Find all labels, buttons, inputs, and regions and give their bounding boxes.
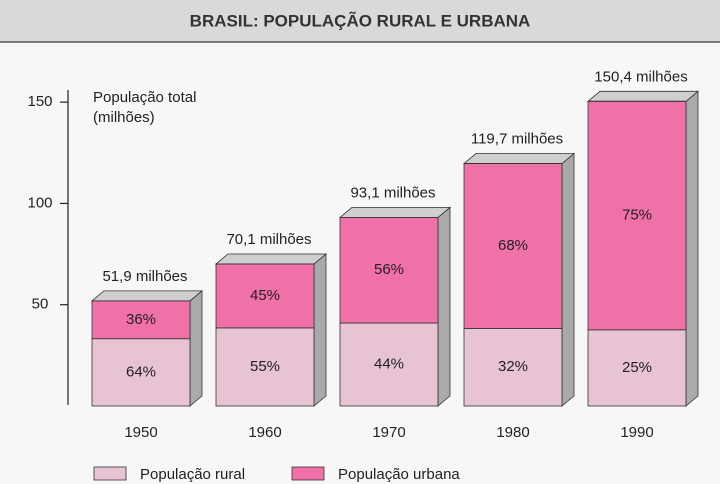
bar-top [214, 253, 328, 265]
segment-label: 68% [498, 237, 528, 254]
legend-label: População rural [140, 466, 245, 483]
segment-label: 55% [250, 358, 280, 375]
bar-top [462, 153, 576, 164]
total-label: 51,9 milhões [102, 268, 187, 285]
segment-label: 44% [374, 355, 404, 372]
bar-top [90, 290, 204, 302]
bar-segment [339, 322, 439, 407]
x-tick-label: 1950 [124, 424, 157, 441]
segment-label: 45% [250, 287, 280, 304]
bar-segment [587, 100, 687, 331]
x-tick-label: 1970 [372, 424, 405, 441]
y-tick-label: 50 [32, 296, 49, 313]
x-tick-label: 1990 [620, 424, 653, 441]
bar-segment [463, 328, 563, 407]
bar-side [437, 206, 451, 407]
bar-side [561, 152, 575, 407]
x-tick-label: 1960 [248, 424, 281, 441]
total-label: 93,1 milhões [350, 184, 435, 201]
bar-segment [339, 216, 439, 324]
total-label: 119,7 milhões [471, 130, 563, 147]
bar-top [586, 90, 700, 102]
segment-label: 32% [498, 358, 528, 375]
bar-side [189, 290, 203, 407]
bar-top [338, 206, 452, 218]
legend-swatch [291, 466, 325, 481]
chart-title: BRASIL: POPULAÇÃO RURAL E URBANA [190, 10, 531, 30]
bar-side [685, 90, 699, 407]
segment-label: 25% [622, 359, 652, 376]
legend-swatch [93, 466, 127, 481]
segment-label: 36% [126, 311, 156, 328]
x-tick-label: 1980 [496, 424, 529, 441]
y-tick-label: 100 [27, 194, 52, 211]
segment-label: 56% [374, 261, 404, 278]
bar-segment [91, 338, 191, 407]
y-tick-label: 150 [27, 93, 52, 110]
legend-label: População urbana [338, 466, 460, 483]
segment-label: 64% [126, 363, 156, 380]
bar-segment [463, 163, 563, 329]
bar-side [313, 253, 327, 407]
y-axis-label: População total [93, 89, 196, 106]
y-axis-label: (milhões) [93, 109, 155, 126]
bar-segment [587, 329, 687, 407]
total-label: 150,4 milhões [594, 68, 687, 85]
title-band [0, 0, 720, 42]
segment-label: 75% [622, 207, 652, 224]
bar-segment [91, 300, 191, 340]
total-label: 70,1 milhões [226, 231, 311, 248]
